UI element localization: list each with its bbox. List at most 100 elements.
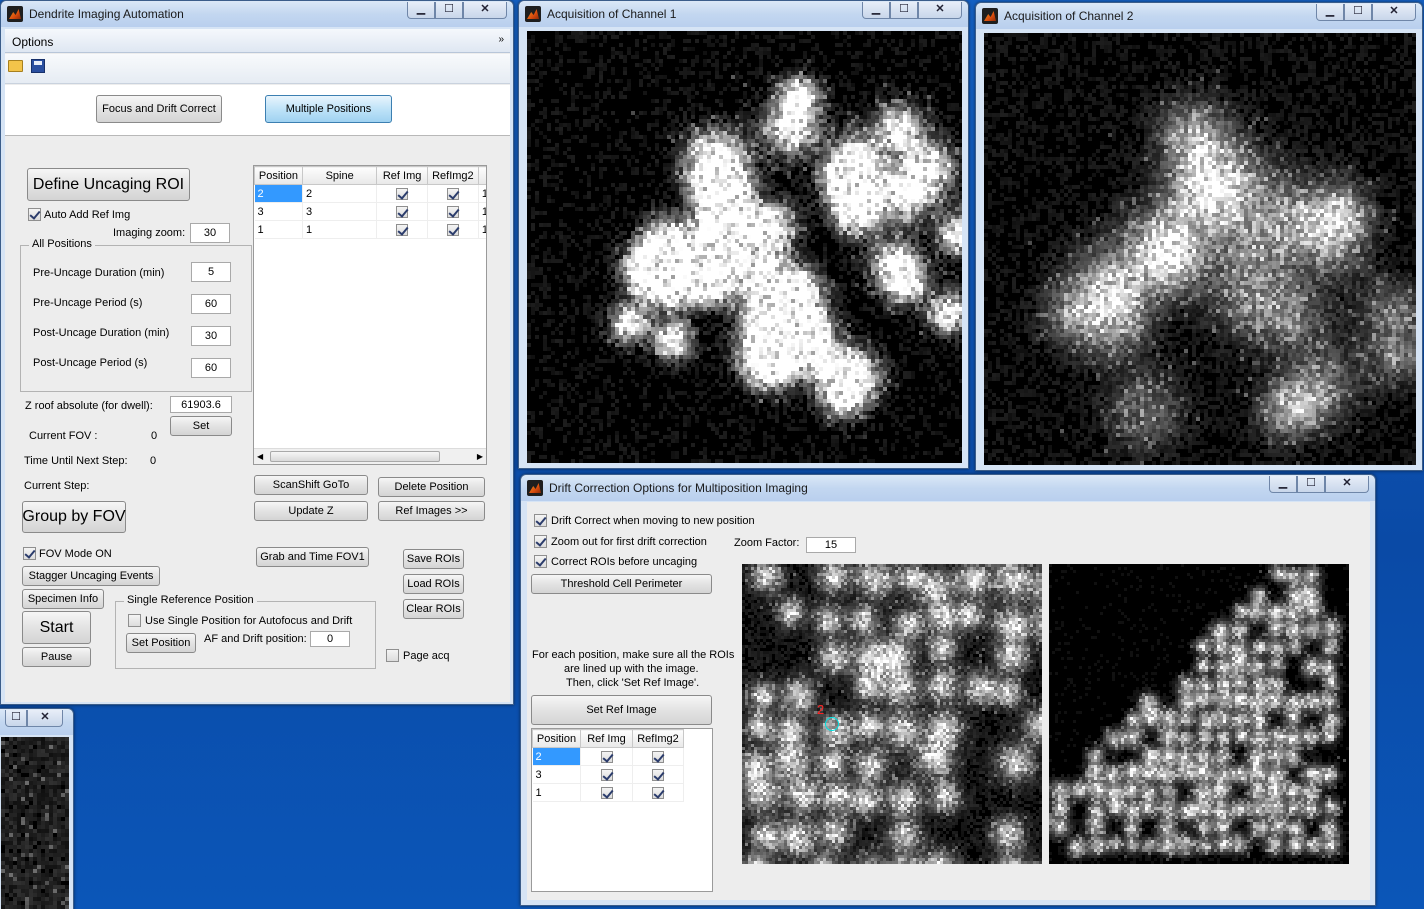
minimize-button[interactable]: ▁ — [1316, 4, 1344, 21]
group-by-fov-button[interactable]: Group by FOV — [22, 501, 126, 533]
refimg2-checkbox[interactable] — [652, 768, 664, 781]
cell-extra[interactable]: 1 — [478, 202, 486, 221]
cell-refimg2[interactable] — [427, 220, 479, 239]
drift-titlebar[interactable]: Drift Correction Options for Multipositi… — [521, 475, 1375, 501]
channel1-titlebar[interactable]: Acquisition of Channel 1 ▁ ☐ ✕ — [519, 1, 968, 27]
menu-overflow-icon[interactable]: » — [498, 34, 504, 45]
pre-period-field[interactable]: 60 — [191, 294, 231, 314]
specimen-info-button[interactable]: Specimen Info — [22, 589, 104, 609]
pause-button[interactable]: Pause — [22, 647, 91, 667]
refimg2-checkbox[interactable] — [446, 223, 459, 236]
maximize-button[interactable]: ☐ — [1344, 4, 1372, 21]
zoom-out-checkbox[interactable] — [534, 535, 547, 548]
refimg2-checkbox[interactable] — [652, 750, 664, 763]
drift-ref-image-1[interactable]: 2 — [742, 564, 1042, 864]
minimize-button[interactable]: ▁ — [1269, 476, 1297, 493]
fov-mode-checkbox[interactable] — [23, 547, 36, 560]
col-refimg2[interactable]: RefImg2 — [426, 166, 479, 185]
cell-extra[interactable]: 1 — [478, 184, 486, 203]
cell-ref-img[interactable] — [376, 202, 428, 221]
col-refimg2[interactable]: RefImg2 — [632, 729, 684, 748]
cell-position[interactable]: 1 — [532, 783, 581, 802]
correct-rois-checkbox[interactable] — [534, 555, 547, 568]
post-duration-field[interactable]: 30 — [191, 326, 231, 346]
channel1-image[interactable] — [527, 31, 962, 463]
cell-extra[interactable]: 1 — [478, 220, 486, 239]
maximize-button[interactable]: ☐ — [435, 2, 463, 19]
cell-spine[interactable]: 2 — [302, 184, 378, 203]
table-row[interactable]: 1 1 1 — [254, 220, 486, 239]
minimize-button[interactable]: ▁ — [407, 2, 435, 19]
menu-options[interactable]: Options — [12, 35, 53, 49]
scanshift-button[interactable]: ScanShift GoTo — [254, 475, 368, 495]
page-acq-checkbox[interactable] — [386, 649, 399, 662]
cell-spine[interactable]: 1 — [302, 220, 378, 239]
close-button[interactable]: ✕ — [463, 2, 507, 19]
scroll-thumb[interactable] — [270, 451, 440, 462]
save-icon[interactable] — [31, 59, 45, 73]
cell-position[interactable]: 2 — [532, 747, 581, 766]
threshold-button[interactable]: Threshold Cell Perimeter — [531, 574, 712, 594]
table-row[interactable]: 3 3 1 — [254, 202, 486, 221]
col-extra[interactable] — [477, 166, 486, 185]
clear-rois-button[interactable]: Clear ROIs — [403, 599, 464, 619]
close-button[interactable]: ✕ — [1325, 476, 1369, 493]
set-zroof-button[interactable]: Set — [170, 416, 232, 436]
zoom-factor-field[interactable]: 15 — [806, 537, 856, 553]
open-folder-icon[interactable] — [8, 60, 23, 72]
ref-img-checkbox[interactable] — [600, 768, 613, 781]
ref-img-checkbox[interactable] — [600, 750, 613, 763]
table-row[interactable]: 3 — [532, 765, 684, 784]
partial-titlebar[interactable]: ☐ ✕ — [0, 709, 73, 735]
cell-ref-img[interactable] — [580, 747, 633, 766]
cell-ref-img[interactable] — [376, 220, 428, 239]
cell-ref-img[interactable] — [376, 184, 428, 203]
auto-add-ref-checkbox[interactable] — [28, 208, 41, 221]
ref-img-checkbox[interactable] — [600, 786, 613, 799]
cell-refimg2[interactable] — [427, 184, 479, 203]
scroll-right-icon[interactable]: ▶ — [477, 452, 483, 461]
cell-position[interactable]: 3 — [254, 202, 303, 221]
col-ref-img[interactable]: Ref Img — [580, 729, 633, 748]
pre-duration-field[interactable]: 5 — [191, 262, 231, 282]
roi-circle[interactable] — [825, 717, 839, 731]
ref-img-checkbox[interactable] — [396, 205, 409, 218]
col-spine[interactable]: Spine — [301, 166, 378, 185]
post-period-field[interactable]: 60 — [191, 358, 231, 378]
set-ref-image-button[interactable]: Set Ref Image — [531, 695, 712, 725]
maximize-button[interactable]: ☐ — [890, 2, 918, 19]
table-row[interactable]: 2 — [532, 747, 684, 766]
cell-refimg2[interactable] — [632, 765, 684, 784]
col-position[interactable]: Position — [254, 166, 303, 185]
minimize-button[interactable]: ▁ — [862, 2, 890, 19]
stagger-button[interactable]: Stagger Uncaging Events — [22, 566, 160, 586]
start-button[interactable]: Start — [22, 611, 91, 644]
ref-img-checkbox[interactable] — [396, 187, 409, 200]
maximize-button[interactable]: ☐ — [1297, 476, 1325, 493]
af-drift-field[interactable]: 0 — [310, 631, 350, 647]
zroof-field[interactable]: 61903.6 — [170, 396, 232, 413]
refimg2-checkbox[interactable] — [652, 786, 664, 799]
cell-position[interactable]: 3 — [532, 765, 581, 784]
cell-refimg2[interactable] — [632, 747, 684, 766]
table-row[interactable]: 2 2 1 — [254, 184, 486, 203]
close-button[interactable]: ✕ — [918, 2, 962, 19]
maximize-button[interactable]: ☐ — [5, 710, 27, 727]
delete-position-button[interactable]: Delete Position — [378, 477, 485, 497]
use-single-checkbox[interactable] — [128, 614, 141, 627]
col-ref-img[interactable]: Ref Img — [376, 166, 428, 185]
col-position[interactable]: Position — [532, 729, 581, 748]
tab-multiple-positions[interactable]: Multiple Positions — [265, 95, 392, 123]
grab-time-button[interactable]: Grab and Time FOV1 — [256, 547, 369, 567]
load-rois-button[interactable]: Load ROIs — [403, 574, 464, 594]
cell-ref-img[interactable] — [580, 765, 633, 784]
cell-position[interactable]: 1 — [254, 220, 303, 239]
set-position-button[interactable]: Set Position — [126, 633, 196, 653]
table-row[interactable]: 1 — [532, 783, 684, 802]
table-hscrollbar[interactable]: ◀ ▶ — [254, 448, 486, 464]
imaging-zoom-field[interactable]: 30 — [190, 223, 230, 243]
main-titlebar[interactable]: Dendrite Imaging Automation ▁ ☐ ✕ — [1, 1, 513, 27]
cell-position[interactable]: 2 — [254, 184, 303, 203]
refimg2-checkbox[interactable] — [446, 205, 459, 218]
scroll-left-icon[interactable]: ◀ — [257, 452, 263, 461]
